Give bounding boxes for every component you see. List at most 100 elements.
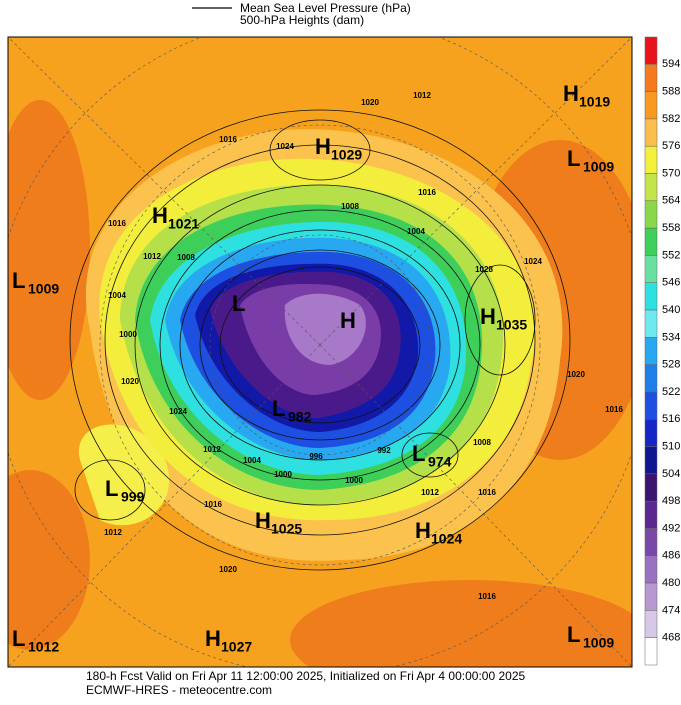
pressure-center: L 982	[272, 396, 312, 425]
colorbar-label: 594	[662, 58, 680, 70]
contour-label: 1008	[341, 202, 359, 211]
contour-label: 1004	[108, 291, 126, 300]
contour-label: 1000	[119, 330, 137, 339]
center-value: 974	[428, 454, 452, 470]
center-symbol: L	[412, 441, 425, 466]
center-symbol: L	[12, 626, 25, 651]
contour-label: 1020	[361, 98, 379, 107]
colorbar-label: 576	[662, 140, 680, 152]
center-symbol: L	[567, 622, 580, 647]
center-value: 1012	[28, 639, 59, 655]
contour-label: 1016	[478, 592, 496, 601]
contour-label: 1008	[177, 253, 195, 262]
colorbar-label: 558	[662, 222, 680, 234]
colorbar-label: 552	[662, 249, 680, 261]
colorbar-swatch	[644, 555, 658, 584]
center-value: 1025	[271, 521, 302, 537]
colorbar-label: 474	[662, 604, 680, 616]
colorbar-label: 510	[662, 440, 680, 452]
pressure-center: H	[340, 308, 356, 333]
colorbar-swatch	[644, 282, 658, 311]
colorbar-label: 480	[662, 577, 680, 589]
colorbar-swatch	[644, 473, 658, 502]
pressure-center: L 1009	[12, 268, 59, 297]
center-value: 1024	[431, 531, 462, 547]
colorbar-label: 522	[662, 386, 680, 398]
center-symbol: L	[12, 268, 25, 293]
contour-label: 992	[377, 446, 391, 455]
contour-label: 1016	[478, 488, 496, 497]
center-value: 1009	[28, 281, 59, 297]
pressure-center: L 1009	[567, 146, 614, 175]
pressure-center: L 1012	[12, 626, 59, 655]
center-value: 1009	[583, 635, 614, 651]
center-value: 999	[121, 489, 145, 505]
pressure-center: H 1035	[480, 304, 527, 333]
contour-label: 1004	[243, 456, 261, 465]
colorbar-label: 540	[662, 304, 680, 316]
contour-label: 1016	[418, 188, 436, 197]
colorbar-label: 534	[662, 331, 680, 343]
contour-label: 1016	[204, 500, 222, 509]
center-value: 1021	[168, 216, 199, 232]
center-symbol: L	[105, 476, 118, 501]
map	[7, 36, 633, 668]
legend-item: Mean Sea Level Pressure (hPa)	[240, 1, 411, 15]
colorbar-label: 492	[662, 522, 680, 534]
colorbar-swatch	[644, 528, 658, 557]
contour-label: 1012	[203, 445, 221, 454]
center-value: 1019	[579, 94, 610, 110]
contour-label: 1028	[475, 265, 493, 274]
center-symbol: L	[232, 291, 245, 316]
center-symbol: H	[563, 81, 579, 106]
colorbar-label: 528	[662, 359, 680, 371]
colorbar-swatch	[644, 637, 658, 666]
colorbar-label: 504	[662, 468, 680, 480]
center-symbol: H	[480, 304, 496, 329]
center-value: 1035	[496, 317, 527, 333]
contour-label: 1016	[605, 405, 623, 414]
contour-label: 1012	[421, 488, 439, 497]
pressure-center: H 1021	[152, 203, 199, 232]
contour-label: 1012	[143, 252, 161, 261]
contour-label: 1012	[104, 528, 122, 537]
colorbar-swatch	[644, 419, 658, 447]
contour-label: 1000	[274, 470, 292, 479]
contour-label: 1008	[473, 438, 491, 447]
contour-label: 996	[309, 452, 323, 461]
contour-label: 1024	[169, 407, 187, 416]
pressure-center: L 999	[105, 476, 145, 505]
center-symbol: L	[567, 146, 580, 171]
center-symbol: H	[340, 308, 356, 333]
colorbar-swatch	[644, 309, 658, 338]
center-symbol: L	[272, 396, 285, 421]
colorbar-swatch	[644, 255, 658, 283]
colorbar-label: 570	[662, 167, 680, 179]
center-value: 1027	[221, 639, 252, 655]
contour-label: 1012	[413, 91, 431, 100]
contour-label: 1000	[345, 476, 363, 485]
footer-line: 180-h Fcst Valid on Fri Apr 11 12:00:00 …	[86, 669, 525, 683]
colorbar-swatch	[644, 145, 658, 174]
colorbar-swatch	[644, 337, 658, 365]
contour-label: 1016	[108, 219, 126, 228]
colorbar-label: 468	[662, 632, 680, 644]
colorbar-label: 588	[662, 86, 680, 98]
center-symbol: H	[255, 508, 271, 533]
colorbar-swatch	[644, 582, 658, 611]
pressure-center: L	[232, 291, 245, 316]
contour-label: 1024	[276, 142, 294, 151]
center-symbol: H	[205, 626, 221, 651]
colorbar-swatch	[644, 200, 658, 229]
pressure-center: H 1024	[415, 518, 462, 547]
colorbar-swatch	[644, 173, 658, 202]
colorbar-label: 498	[662, 495, 680, 507]
colorbar-label: 564	[662, 195, 680, 207]
center-value: 982	[288, 409, 312, 425]
center-symbol: H	[152, 203, 168, 228]
colorbar-swatch	[644, 610, 658, 638]
center-value: 1009	[583, 159, 614, 175]
pressure-center: H 1027	[205, 626, 252, 655]
contour-label: 1020	[567, 370, 585, 379]
